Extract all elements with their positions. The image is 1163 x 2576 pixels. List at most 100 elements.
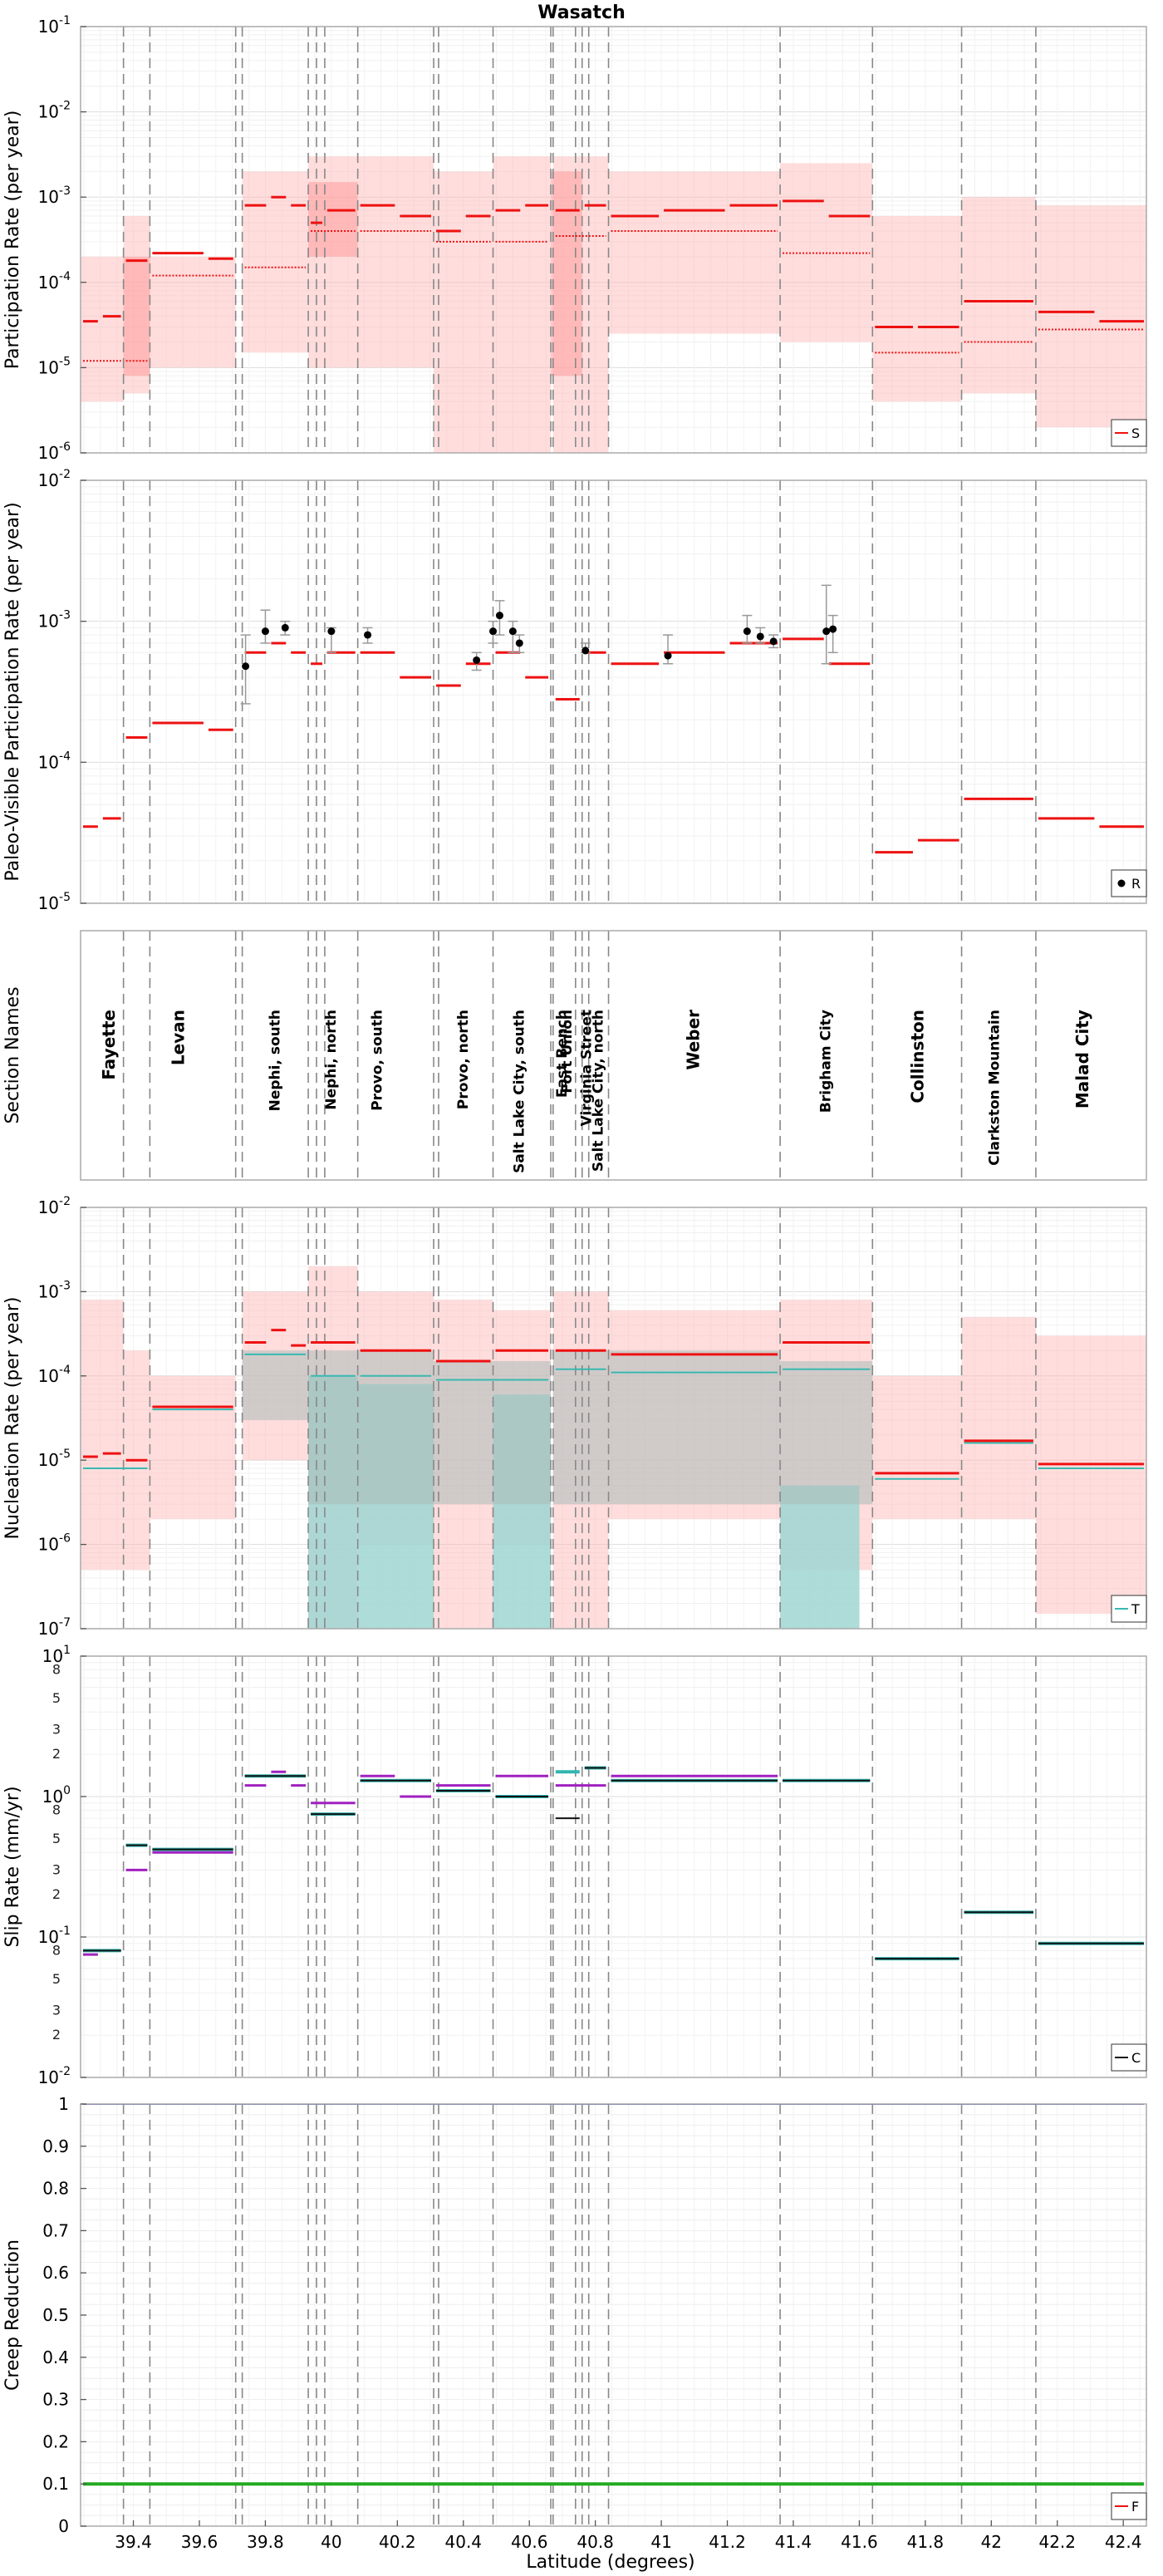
band-0-step — [242, 171, 309, 353]
tick-exp: -2 — [59, 2065, 71, 2078]
y-tick-label: 10-5 — [38, 355, 71, 377]
tick-exp: -5 — [59, 355, 71, 368]
x-axis-label: Latitude (degrees) — [526, 2552, 694, 2573]
tick-base: 10 — [38, 1619, 59, 1639]
section-label: Brigham City — [818, 1010, 835, 1113]
data-point — [261, 627, 269, 636]
x-tick-label: 41.4 — [775, 2532, 812, 2552]
y-minor-label: 2 — [52, 1886, 61, 1902]
band-2-step — [552, 1350, 781, 1505]
data-point — [664, 651, 672, 660]
y-axis-label: Participation Rate (per year) — [2, 111, 23, 370]
tick-base: 10 — [42, 1646, 63, 1666]
y-tick-label: 0.6 — [42, 2263, 69, 2283]
y-tick-label: 10-5 — [38, 891, 71, 913]
plot-area — [83, 480, 1144, 903]
legend-label: S — [1131, 425, 1140, 441]
grid — [81, 2104, 1146, 2526]
tick-base: 10 — [42, 1787, 63, 1807]
band-0-step — [357, 156, 434, 368]
y-minor-label: 3 — [52, 2002, 61, 2018]
y-tick-label: 0.3 — [42, 2390, 69, 2410]
tick-base: 10 — [38, 17, 59, 37]
band-1-step — [551, 171, 582, 376]
y-axis-label: Slip Rate (mm/yr) — [2, 1786, 23, 1947]
y-minor-label: 5 — [52, 1831, 61, 1846]
x-tick-label: 39.4 — [115, 2532, 152, 2552]
y-tick-label: 10-4 — [38, 750, 71, 772]
tick-exp: -1 — [59, 14, 71, 27]
section-label: Salt Lake City, north — [591, 1010, 607, 1172]
y-tick-label: 10-5 — [38, 1448, 71, 1470]
series-paleo-mean — [83, 637, 1144, 854]
tick-exp: -6 — [59, 440, 71, 454]
tick-exp: -4 — [59, 750, 71, 763]
x-tick-label: 42.2 — [1038, 2532, 1076, 2552]
tick-exp: -2 — [59, 468, 71, 481]
x-tick-label: 41 — [650, 2532, 671, 2552]
section-label: Provo, north — [455, 1010, 472, 1109]
band-0-step — [961, 1316, 1036, 1520]
y-tick-label: 10-2 — [38, 1195, 71, 1217]
tick-base: 10 — [38, 752, 59, 772]
y-tick-label: 101 — [42, 1644, 71, 1666]
band-0-step — [1035, 1335, 1146, 1615]
data-point — [508, 627, 517, 636]
x-tick-label: 41.8 — [907, 2532, 945, 2552]
section-label: Virginia Street — [579, 1010, 596, 1126]
tick-base: 10 — [38, 1366, 59, 1386]
tick-base: 10 — [38, 273, 59, 293]
data-point — [473, 656, 481, 664]
legend-label: T — [1131, 1601, 1140, 1617]
section-label: Provo, south — [369, 1010, 385, 1111]
band-2-step — [242, 1350, 309, 1420]
tick-exp: -4 — [59, 1364, 71, 1377]
data-point — [822, 627, 831, 636]
section-label: Fayette — [99, 1010, 119, 1080]
band-0-step — [81, 1300, 124, 1571]
band-2-step — [780, 1360, 873, 1505]
section-label: Weber — [683, 1010, 703, 1070]
band-0-step — [961, 197, 1036, 394]
chart-title: Wasatch — [537, 2, 626, 23]
series-black — [83, 1767, 1144, 1960]
x-tick-label: 41.6 — [841, 2532, 878, 2552]
y-tick-label: 10-2 — [38, 468, 71, 490]
section-label: East Bench — [554, 1010, 571, 1098]
y-tick-label: 10-1 — [38, 14, 71, 37]
legend-marker — [1117, 879, 1126, 887]
band-0-step — [81, 256, 124, 402]
plot-frame — [80, 26, 1147, 454]
tick-base: 10 — [38, 612, 59, 632]
y-minor-label: 8 — [52, 1942, 61, 1958]
y-tick-label: 1 — [58, 2094, 69, 2114]
plot-area — [81, 1207, 1146, 1629]
plot-area — [122, 931, 1037, 1180]
y-minor-label: 5 — [52, 1971, 61, 1987]
band-2-step — [308, 1350, 434, 1505]
y-tick-label: 0.8 — [42, 2179, 69, 2199]
legend-label: C — [1131, 2050, 1141, 2066]
tick-base: 10 — [38, 1281, 59, 1301]
tick-base: 10 — [38, 2067, 59, 2087]
band-1-step — [308, 182, 358, 257]
legend-label: R — [1131, 876, 1141, 892]
y-tick-label: 10-6 — [38, 1532, 71, 1555]
tick-exp: 0 — [63, 1784, 71, 1797]
x-tick-label: 40.2 — [379, 2532, 416, 2552]
y-tick-label: 10-6 — [38, 440, 71, 463]
plot-area — [83, 2104, 1144, 2526]
section-label: Collinston — [907, 1010, 927, 1104]
data-point — [582, 646, 590, 655]
band-0-step — [1035, 205, 1146, 428]
series-mean — [83, 195, 1144, 328]
y-minor-label: 3 — [52, 1721, 61, 1737]
plot-area — [81, 27, 1146, 453]
tick-exp: -6 — [59, 1532, 71, 1546]
plot-frame — [80, 930, 1147, 1181]
data-point — [327, 627, 336, 636]
x-tick-label: 39.8 — [247, 2532, 284, 2552]
tick-base: 10 — [38, 893, 59, 913]
